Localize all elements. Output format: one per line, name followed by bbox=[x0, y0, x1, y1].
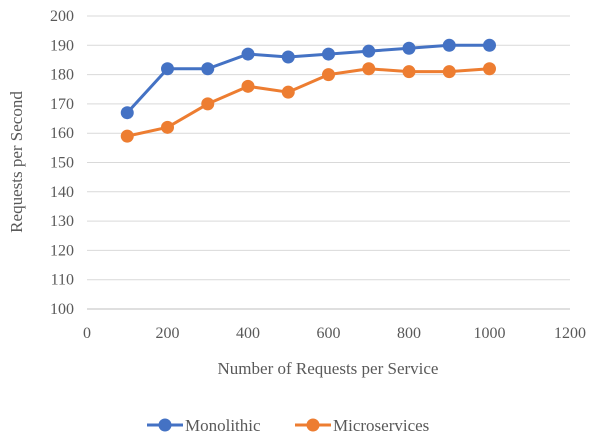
data-point-microservices bbox=[121, 130, 134, 143]
x-axis-title: Number of Requests per Service bbox=[218, 359, 439, 378]
y-tick-label: 190 bbox=[50, 37, 74, 54]
x-tick-label: 1200 bbox=[554, 325, 586, 342]
x-tick-label: 800 bbox=[397, 325, 421, 342]
y-axis-ticks: 100 110 120 130 140 150 160 170 180 190 200 bbox=[50, 8, 74, 318]
data-point-microservices bbox=[403, 65, 416, 78]
y-tick-label: 170 bbox=[50, 96, 74, 113]
data-point-monolithic bbox=[443, 39, 456, 52]
data-point-monolithic bbox=[161, 62, 174, 75]
data-point-monolithic bbox=[322, 48, 335, 61]
legend-label: Microservices bbox=[333, 416, 429, 435]
legend-item-microservices: Microservices bbox=[295, 416, 429, 435]
y-tick-label: 120 bbox=[50, 242, 74, 259]
data-point-microservices bbox=[201, 97, 214, 110]
series-layer bbox=[121, 39, 496, 143]
data-point-microservices bbox=[242, 80, 255, 93]
x-tick-label: 600 bbox=[317, 325, 341, 342]
y-tick-label: 180 bbox=[50, 67, 74, 84]
series-monolithic bbox=[121, 39, 496, 119]
y-tick-label: 150 bbox=[50, 155, 74, 172]
legend: Monolithic Microservices bbox=[147, 416, 429, 435]
data-point-microservices bbox=[322, 68, 335, 81]
legend-swatch-marker bbox=[159, 419, 172, 432]
legend-item-monolithic: Monolithic bbox=[147, 416, 261, 435]
data-point-microservices bbox=[282, 86, 295, 99]
series-line-monolithic bbox=[127, 45, 489, 112]
data-point-microservices bbox=[362, 62, 375, 75]
data-point-monolithic bbox=[242, 48, 255, 61]
x-axis-ticks: 0 200 400 600 800 1000 1200 bbox=[83, 325, 586, 342]
x-tick-label: 0 bbox=[83, 325, 91, 342]
y-tick-label: 200 bbox=[50, 8, 74, 25]
legend-swatch-marker bbox=[307, 419, 320, 432]
data-point-monolithic bbox=[483, 39, 496, 52]
y-tick-label: 110 bbox=[51, 272, 74, 289]
y-tick-label: 140 bbox=[50, 184, 74, 201]
data-point-monolithic bbox=[121, 106, 134, 119]
y-tick-label: 100 bbox=[50, 301, 74, 318]
series-line-microservices bbox=[127, 69, 489, 136]
data-point-microservices bbox=[161, 121, 174, 134]
x-tick-label: 400 bbox=[236, 325, 260, 342]
data-point-microservices bbox=[483, 62, 496, 75]
y-tick-label: 160 bbox=[50, 125, 74, 142]
legend-label: Monolithic bbox=[185, 416, 261, 435]
data-point-monolithic bbox=[403, 42, 416, 55]
data-point-monolithic bbox=[201, 62, 214, 75]
y-tick-label: 130 bbox=[50, 213, 74, 230]
data-point-microservices bbox=[443, 65, 456, 78]
x-tick-label: 200 bbox=[156, 325, 180, 342]
data-point-monolithic bbox=[282, 51, 295, 64]
data-point-monolithic bbox=[362, 45, 375, 58]
x-tick-label: 1000 bbox=[474, 325, 506, 342]
y-axis-title: Requests per Second bbox=[7, 91, 26, 233]
